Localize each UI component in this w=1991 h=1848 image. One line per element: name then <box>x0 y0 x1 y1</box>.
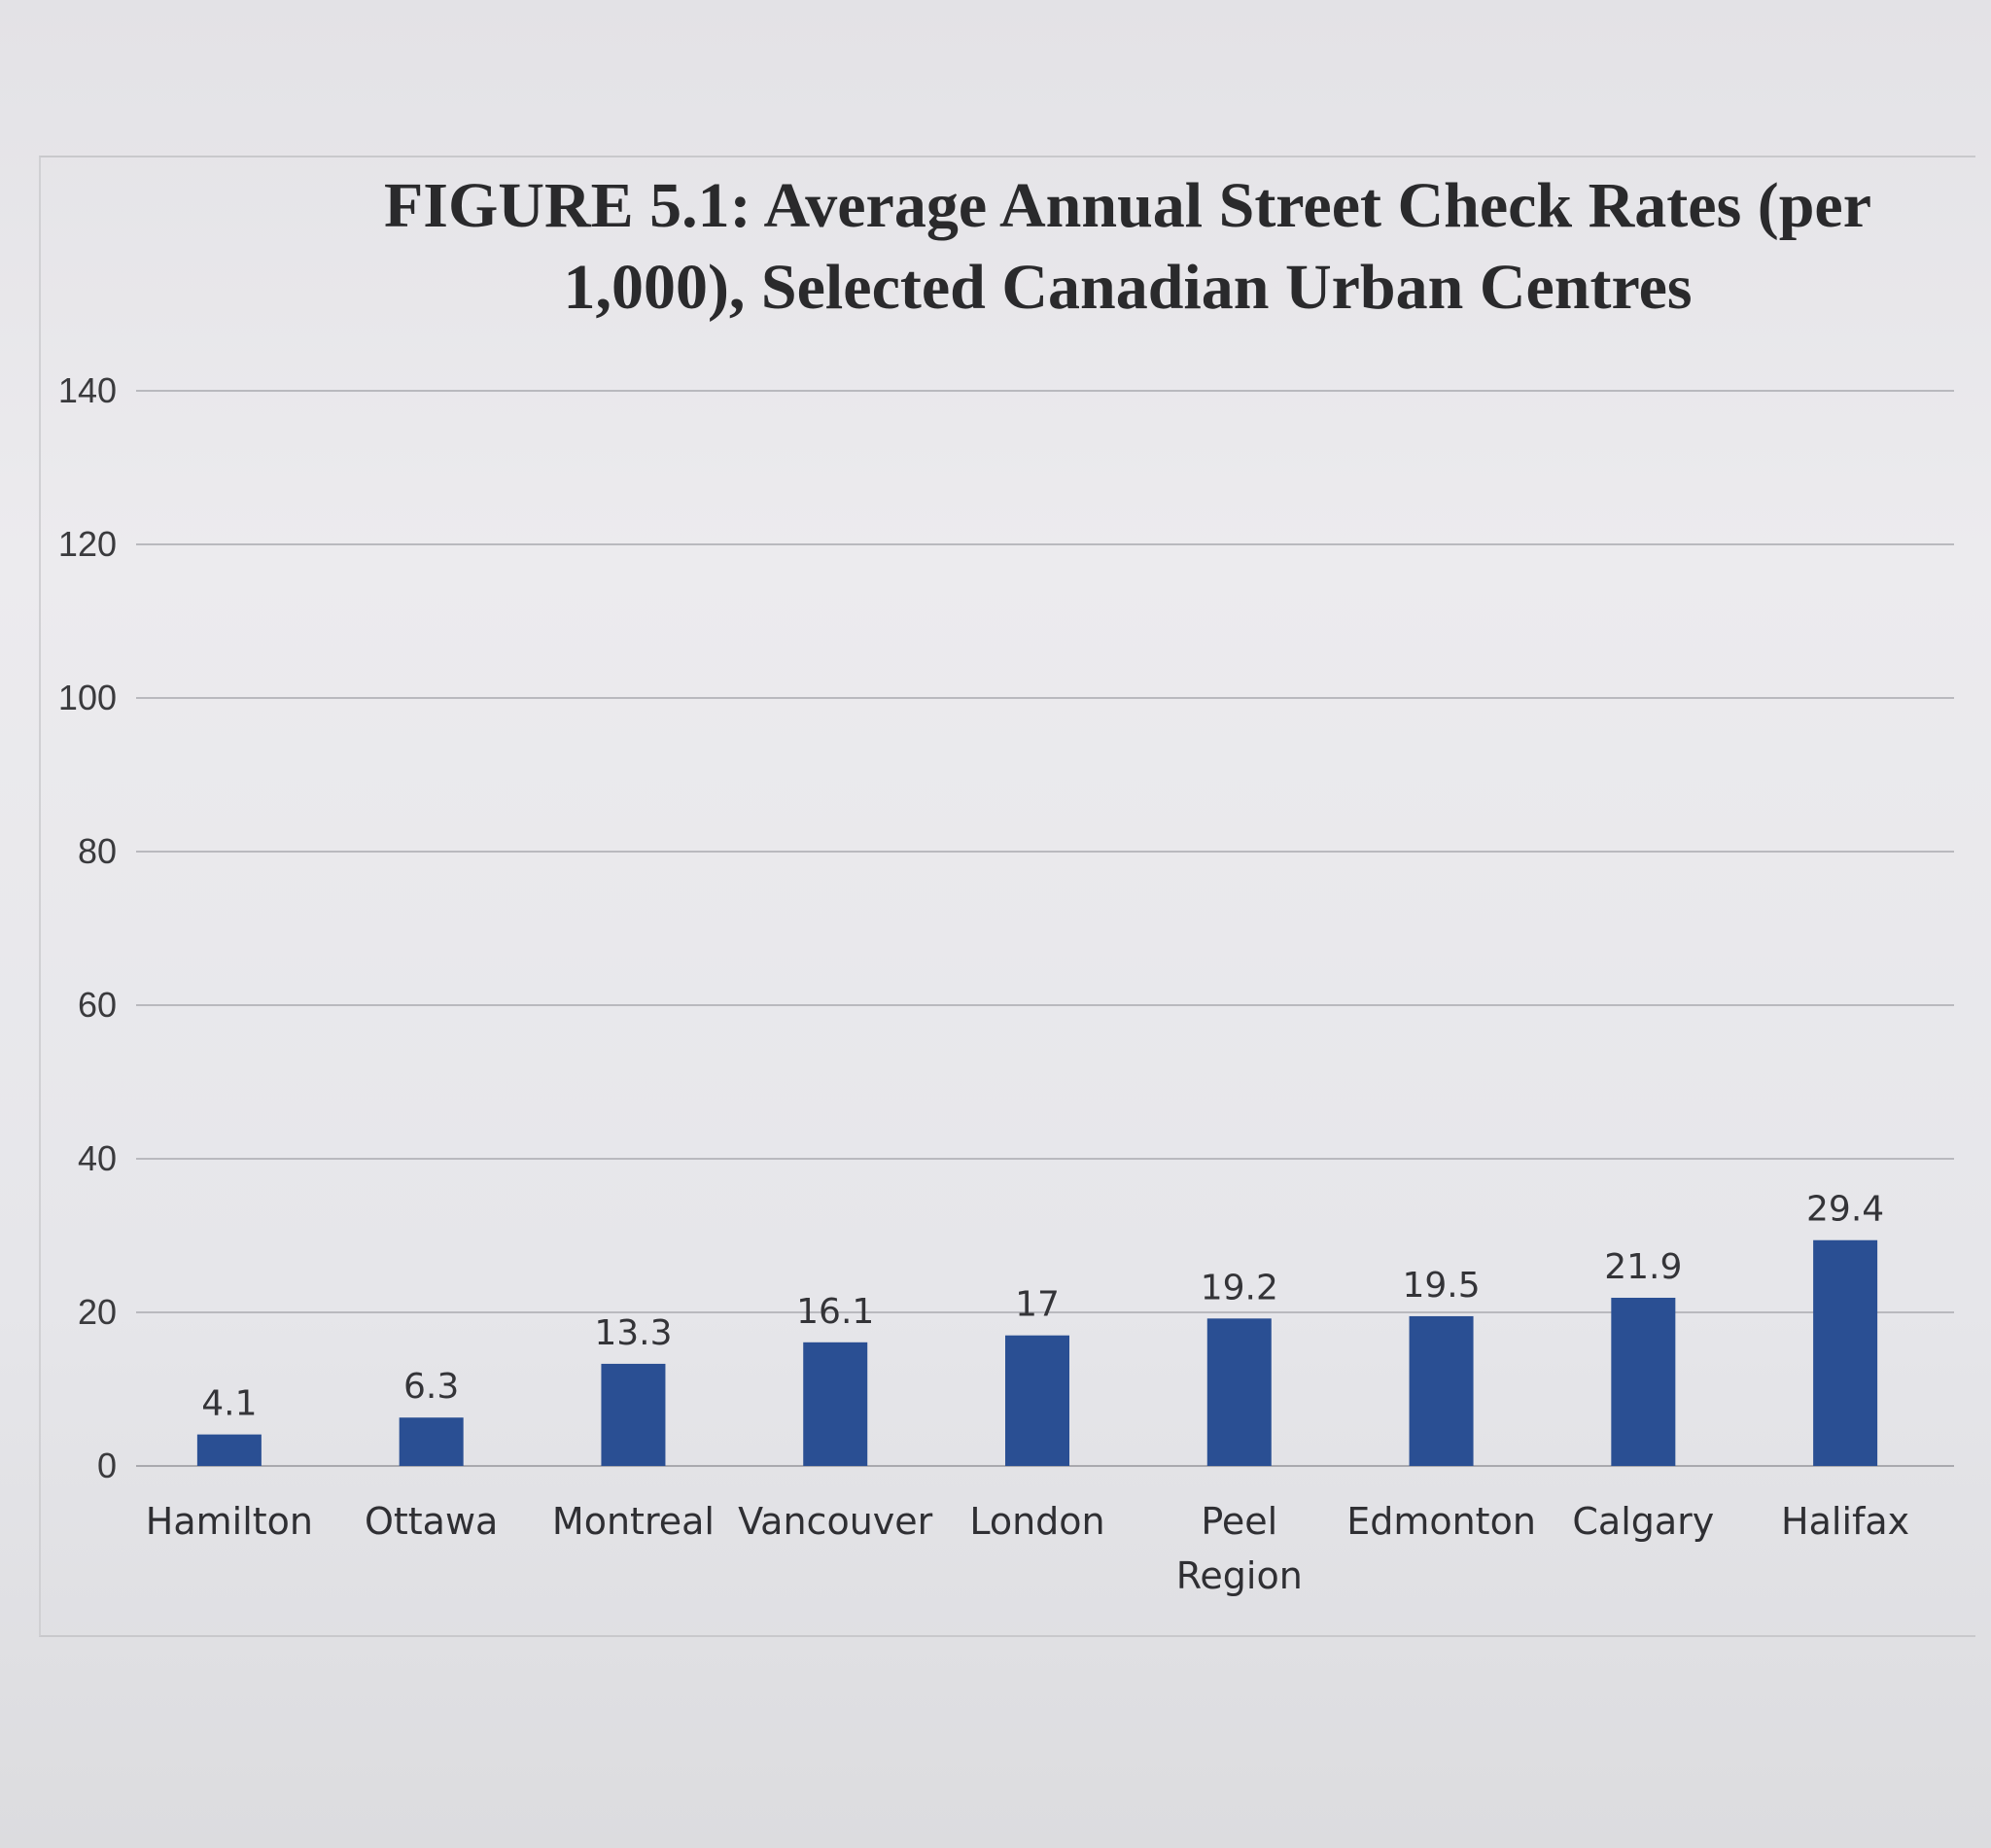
bar <box>196 1434 262 1466</box>
x-tick-label: Peel Region <box>1176 1500 1303 1597</box>
data-label: 29.4 <box>1806 1190 1884 1230</box>
figure-frame <box>39 156 1975 1637</box>
x-tick-label: Ottawa <box>365 1500 498 1543</box>
data-label: 19.5 <box>1402 1266 1480 1306</box>
data-label: 16.1 <box>796 1292 874 1332</box>
x-tick-label: Halifax <box>1781 1500 1909 1543</box>
x-tick-label: Hamilton <box>146 1500 313 1543</box>
y-tick-label: 100 <box>58 678 117 717</box>
data-label: 19.2 <box>1201 1268 1278 1308</box>
x-tick-label: Calgary <box>1572 1500 1714 1543</box>
data-label: 21.9 <box>1604 1247 1682 1287</box>
data-label: 6.3 <box>403 1367 459 1407</box>
bar <box>1005 1335 1069 1466</box>
data-label: 17 <box>1015 1285 1060 1325</box>
y-tick-label: 20 <box>78 1292 117 1332</box>
x-tick-label: Edmonton <box>1346 1500 1536 1543</box>
chart-title: FIGURE 5.1: Average Annual Street Check … <box>383 170 1872 323</box>
bar <box>1206 1318 1272 1466</box>
bar <box>1611 1297 1676 1466</box>
data-label: 13.3 <box>594 1313 672 1353</box>
bar <box>601 1363 666 1466</box>
bar <box>399 1417 464 1466</box>
y-tick-label: 120 <box>58 524 117 564</box>
bar <box>1813 1239 1878 1466</box>
y-tick-label: 40 <box>78 1138 117 1178</box>
bar <box>803 1342 868 1466</box>
y-tick-label: 0 <box>97 1446 117 1485</box>
data-label: 4.1 <box>201 1384 257 1424</box>
x-tick-label: Vancouver <box>738 1500 933 1543</box>
y-tick-label: 60 <box>78 985 117 1025</box>
y-tick-label: 80 <box>78 831 117 871</box>
y-tick-label: 140 <box>58 370 117 410</box>
x-tick-label: Montreal <box>552 1500 715 1543</box>
x-tick-label: London <box>969 1500 1104 1543</box>
bar <box>1409 1315 1474 1466</box>
